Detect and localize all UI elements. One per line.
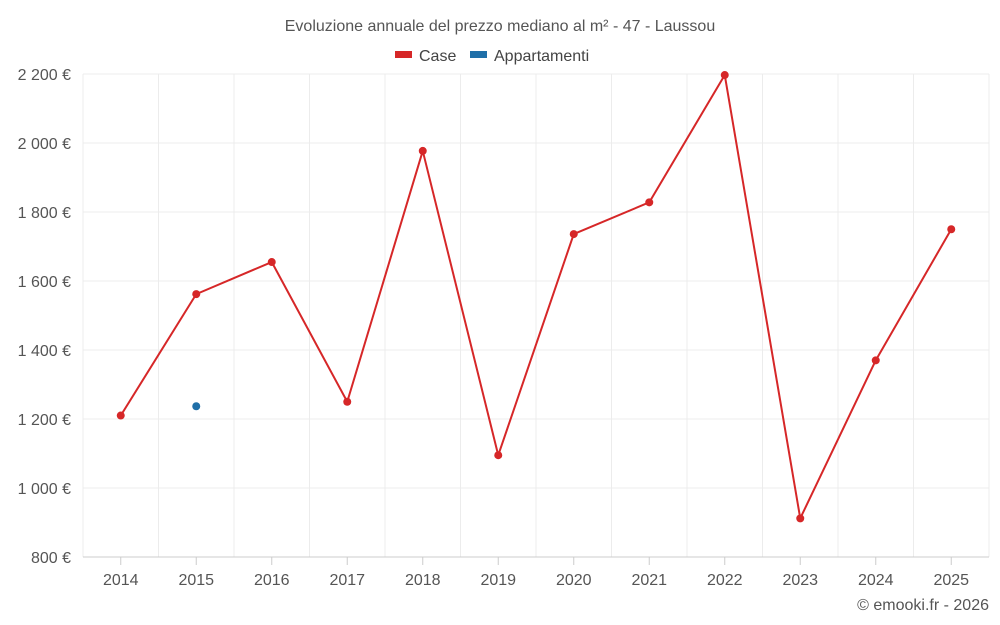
x-tick-label: 2015 bbox=[178, 572, 214, 589]
series bbox=[116, 71, 956, 523]
data-point-case[interactable] bbox=[569, 230, 578, 239]
x-tick-label: 2017 bbox=[329, 572, 365, 589]
chart-title: Evoluzione annuale del prezzo mediano al… bbox=[285, 18, 715, 35]
data-point-case[interactable] bbox=[116, 411, 125, 420]
y-tick-label: 1 200 € bbox=[18, 412, 71, 429]
data-point-case[interactable] bbox=[267, 258, 276, 267]
data-point-case[interactable] bbox=[645, 198, 654, 207]
legend[interactable]: Case Appartamenti bbox=[395, 48, 589, 65]
legend-swatch-case[interactable] bbox=[395, 51, 412, 58]
x-tick-label: 2024 bbox=[858, 572, 894, 589]
y-tick-label: 1 400 € bbox=[18, 343, 71, 360]
series-line-case bbox=[119, 74, 953, 520]
x-tick-label: 2018 bbox=[405, 572, 441, 589]
y-axis: 800 € 1 000 € 1 200 € 1 400 € 1 600 € 1 800 €… bbox=[18, 67, 71, 567]
legend-label-appartamenti[interactable]: Appartamenti bbox=[494, 48, 589, 65]
y-tick-label: 2 000 € bbox=[18, 136, 71, 153]
data-point-case[interactable] bbox=[720, 71, 729, 80]
legend-label-case[interactable]: Case bbox=[419, 48, 456, 65]
data-point-case[interactable] bbox=[871, 356, 880, 365]
data-point-case[interactable] bbox=[343, 397, 352, 406]
x-tick-label: 2019 bbox=[480, 572, 516, 589]
data-point-case[interactable] bbox=[192, 290, 201, 299]
x-tick-label: 2016 bbox=[254, 572, 290, 589]
x-tick-label: 2025 bbox=[933, 572, 969, 589]
x-axis: 2014 2015 2016 2017 2018 2019 2020 2021 2022 2023… bbox=[83, 556, 989, 589]
y-tick-label: 1 800 € bbox=[18, 205, 71, 222]
data-point-appartamenti[interactable] bbox=[192, 402, 201, 411]
x-tick-label: 2023 bbox=[782, 572, 818, 589]
data-point-case[interactable] bbox=[796, 514, 805, 523]
x-tick-label: 2014 bbox=[103, 572, 139, 589]
y-tick-label: 1 000 € bbox=[18, 481, 71, 498]
y-tick-label: 2 200 € bbox=[18, 67, 71, 84]
y-tick-label: 800 € bbox=[31, 550, 71, 567]
data-point-case[interactable] bbox=[418, 146, 427, 155]
grid bbox=[82, 73, 990, 557]
x-tick-label: 2020 bbox=[556, 572, 592, 589]
x-tick-label: 2022 bbox=[707, 572, 743, 589]
credit-text: © emooki.fr - 2026 bbox=[857, 597, 989, 614]
y-tick-label: 1 600 € bbox=[18, 274, 71, 291]
data-point-case[interactable] bbox=[947, 225, 956, 234]
x-tick-label: 2021 bbox=[631, 572, 667, 589]
data-point-case[interactable] bbox=[494, 451, 503, 460]
legend-swatch-appartamenti[interactable] bbox=[470, 51, 487, 58]
